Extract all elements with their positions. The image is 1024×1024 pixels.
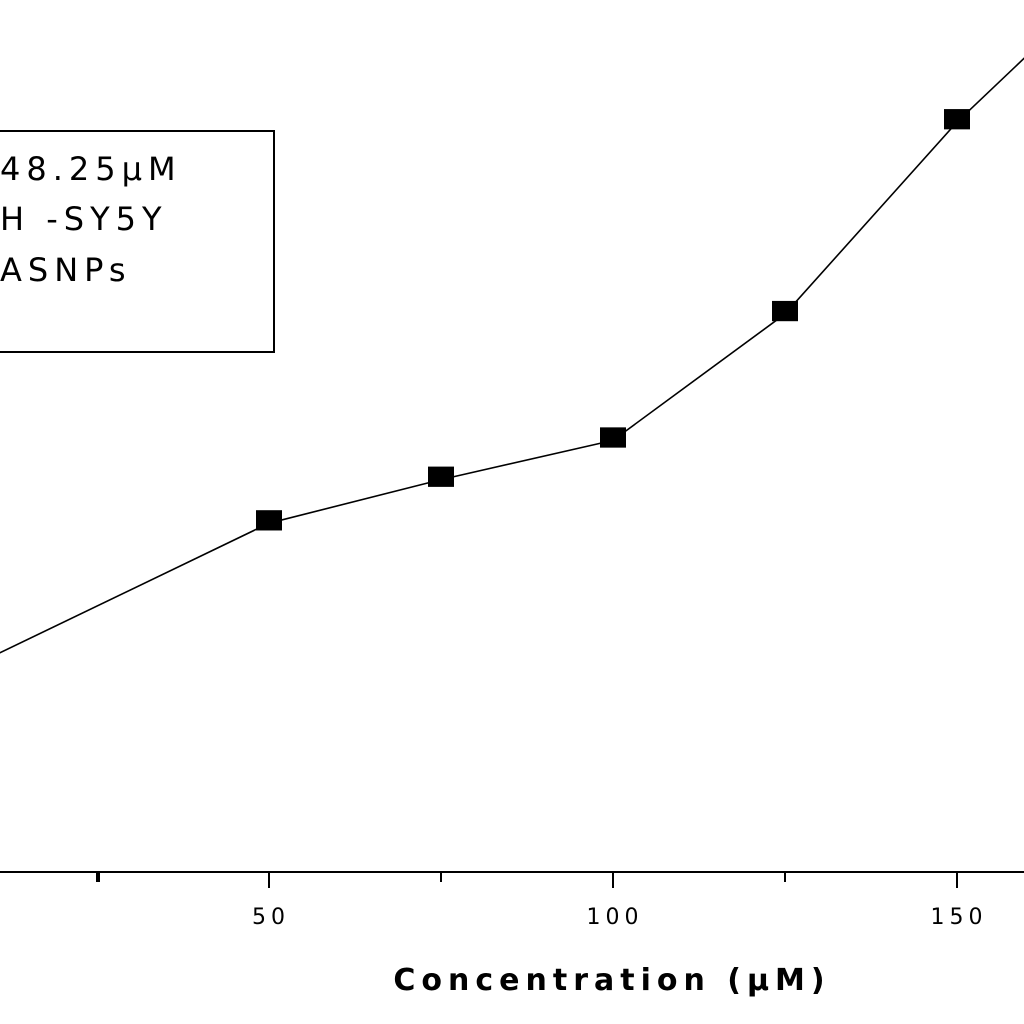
series-line-segment (612, 313, 786, 442)
data-point-marker (772, 300, 798, 322)
x-axis-ticks: 50 100 150 (96, 872, 988, 930)
data-point-marker (428, 466, 454, 487)
legend-box-frame (0, 130, 275, 353)
series-line-segment (0, 522, 270, 654)
data-point-marker (256, 510, 282, 531)
series-line-segment (956, 57, 1024, 123)
x-tick-label: 150 (931, 905, 988, 930)
series-line-segment (268, 478, 442, 524)
legend-line-sample: ASNPs (0, 251, 132, 289)
series-line-segment (440, 439, 614, 481)
legend-line-cell-line: H -SY5Y (0, 200, 168, 238)
x-axis-title: Concentration (µM) (393, 963, 830, 998)
series-line-segment (784, 121, 958, 315)
legend-box: 48.25µM H -SY5Y ASNPs (0, 130, 275, 353)
series-layer (0, 57, 1024, 654)
data-point-marker (944, 109, 970, 130)
legend-line-ic50: 48.25µM (0, 150, 182, 188)
x-tick-label: 50 (252, 905, 290, 930)
x-tick-label: 100 (587, 905, 644, 930)
data-point-marker (600, 427, 626, 448)
